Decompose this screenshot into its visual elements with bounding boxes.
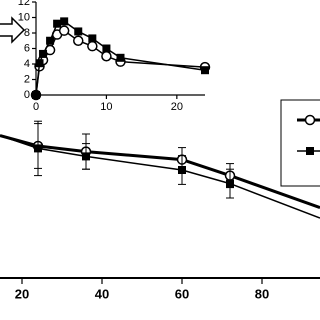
data-point bbox=[46, 36, 55, 45]
data-point bbox=[88, 34, 97, 43]
series-line bbox=[0, 134, 320, 219]
y-tick-label: 4 bbox=[24, 58, 30, 70]
data-point bbox=[201, 66, 209, 75]
data-point bbox=[32, 91, 40, 99]
data-point bbox=[101, 51, 112, 62]
data-point bbox=[102, 44, 111, 53]
x-tick-label: 40 bbox=[95, 286, 109, 301]
data-point bbox=[34, 144, 42, 153]
y-tick-label: 8 bbox=[24, 27, 30, 39]
data-point bbox=[58, 25, 70, 36]
x-tick-label: 80 bbox=[255, 286, 269, 301]
data-point bbox=[60, 17, 69, 26]
x-tick-label: 0 bbox=[33, 101, 39, 113]
data-point bbox=[73, 35, 84, 46]
legend-marker bbox=[306, 147, 314, 155]
series-line bbox=[0, 134, 320, 210]
x-tick-label: 20 bbox=[15, 286, 29, 301]
data-point bbox=[82, 152, 90, 161]
data-point bbox=[39, 49, 48, 58]
arrow bbox=[0, 16, 26, 44]
data-point bbox=[87, 40, 98, 52]
data-point bbox=[116, 53, 125, 62]
x-tick-label: 10 bbox=[100, 101, 112, 113]
y-tick-label: 6 bbox=[24, 42, 30, 54]
y-tick-label: 0 bbox=[24, 89, 30, 101]
data-point bbox=[74, 27, 83, 36]
legend-box bbox=[280, 99, 320, 187]
data-point bbox=[53, 19, 62, 28]
y-tick-label: 2 bbox=[24, 73, 30, 85]
data-point bbox=[178, 166, 186, 174]
data-point bbox=[35, 59, 44, 68]
x-tick-label: 20 bbox=[171, 101, 183, 113]
y-tick-label: 12 bbox=[18, 0, 30, 8]
legend-marker bbox=[304, 114, 316, 126]
x-tick-label: 60 bbox=[175, 286, 189, 301]
y-tick-label: 10 bbox=[18, 11, 30, 23]
data-point bbox=[226, 179, 234, 188]
